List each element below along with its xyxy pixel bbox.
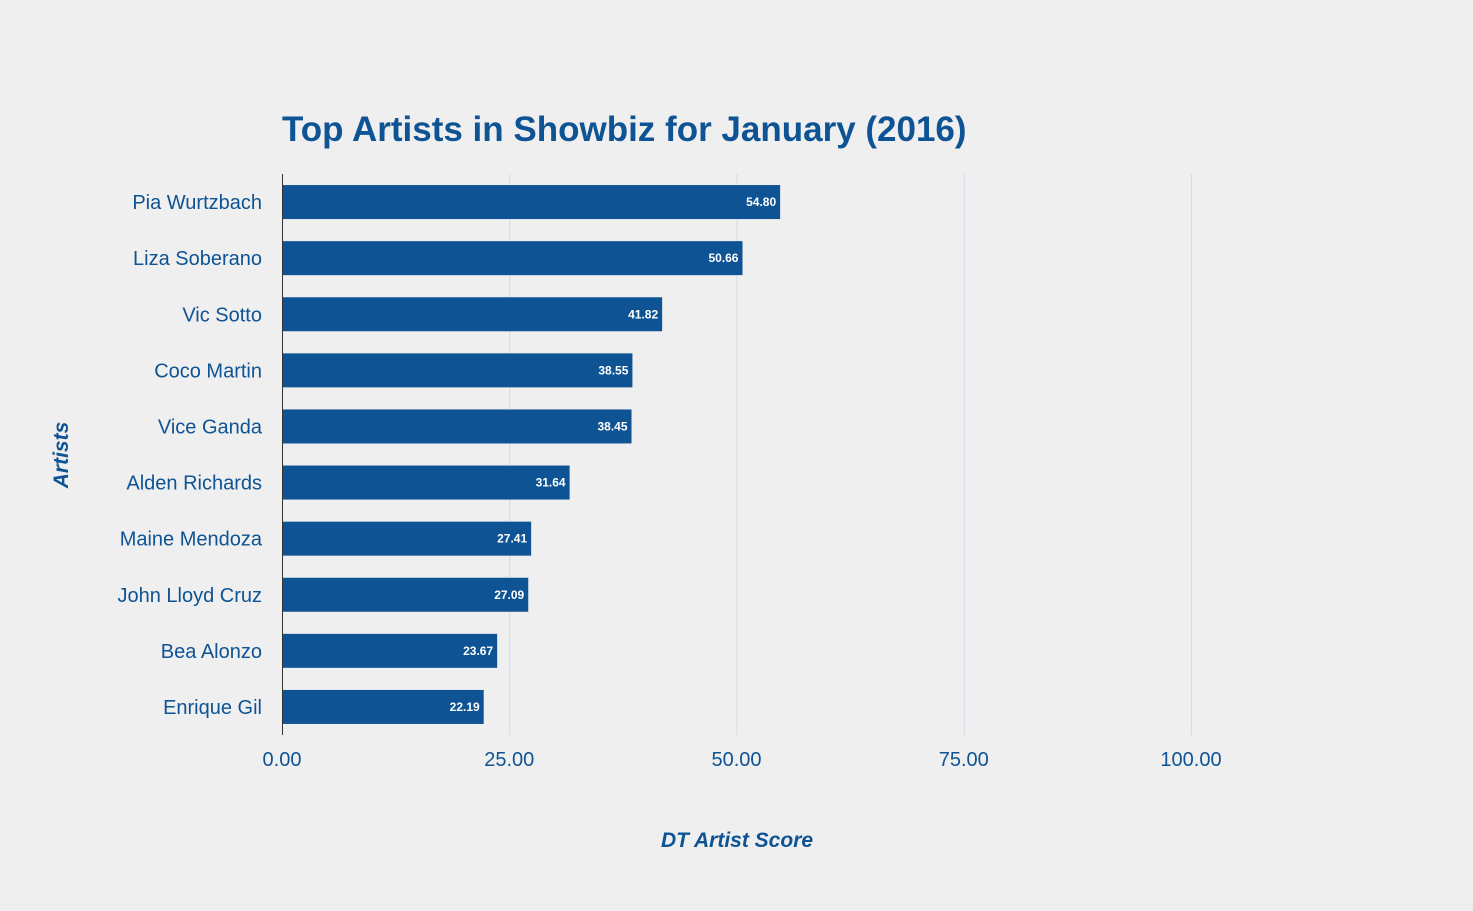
data-label: 27.09 xyxy=(494,588,524,602)
x-tick-label: 100.00 xyxy=(1160,749,1221,771)
x-tick-label: 50.00 xyxy=(711,749,761,771)
data-label: 38.45 xyxy=(597,419,627,433)
bar xyxy=(282,689,484,724)
bar xyxy=(282,409,632,444)
bar xyxy=(282,633,498,668)
chart-title: Top Artists in Showbiz for January (2016… xyxy=(282,110,967,149)
category-label: Coco Martin xyxy=(154,360,262,382)
data-label: 31.64 xyxy=(536,476,566,490)
category-label: Pia Wurtzbach xyxy=(132,192,262,214)
category-label: Vice Ganda xyxy=(158,416,263,438)
bars xyxy=(282,185,781,724)
category-labels: Pia Wurtzbach Liza Soberano Vic Sotto Coco … xyxy=(117,192,262,719)
data-labels: 54.80 50.66 41.82 38.55 38.45 31.64 27.41 27.09… xyxy=(450,195,777,714)
x-axis-ticks: 0.00 25.00 50.00 75.00 100.00 xyxy=(263,749,1222,771)
y-axis-title: Artists xyxy=(50,422,73,490)
bar xyxy=(282,521,532,556)
category-label: Bea Alonzo xyxy=(161,641,262,663)
category-label: Enrique Gil xyxy=(163,697,262,719)
data-label: 27.41 xyxy=(497,532,527,546)
bar xyxy=(282,577,529,612)
data-label: 22.19 xyxy=(450,700,480,714)
x-tick-label: 75.00 xyxy=(939,749,989,771)
category-label: Maine Mendoza xyxy=(120,529,263,551)
data-label: 41.82 xyxy=(628,307,658,321)
data-label: 50.66 xyxy=(708,251,738,265)
bar xyxy=(282,241,743,276)
x-tick-label: 0.00 xyxy=(263,749,302,771)
data-label: 54.80 xyxy=(746,195,776,209)
bar xyxy=(282,297,663,332)
bar xyxy=(282,185,781,220)
bar xyxy=(282,465,570,500)
data-label: 38.55 xyxy=(598,363,628,377)
category-label: Vic Sotto xyxy=(182,304,262,326)
x-axis-title: DT Artist Score xyxy=(661,829,813,852)
x-tick-label: 25.00 xyxy=(484,749,534,771)
bar xyxy=(282,353,633,388)
data-label: 23.67 xyxy=(463,644,493,658)
category-label: John Lloyd Cruz xyxy=(117,585,262,607)
category-label: Alden Richards xyxy=(126,473,262,495)
category-label: Liza Soberano xyxy=(133,248,262,270)
